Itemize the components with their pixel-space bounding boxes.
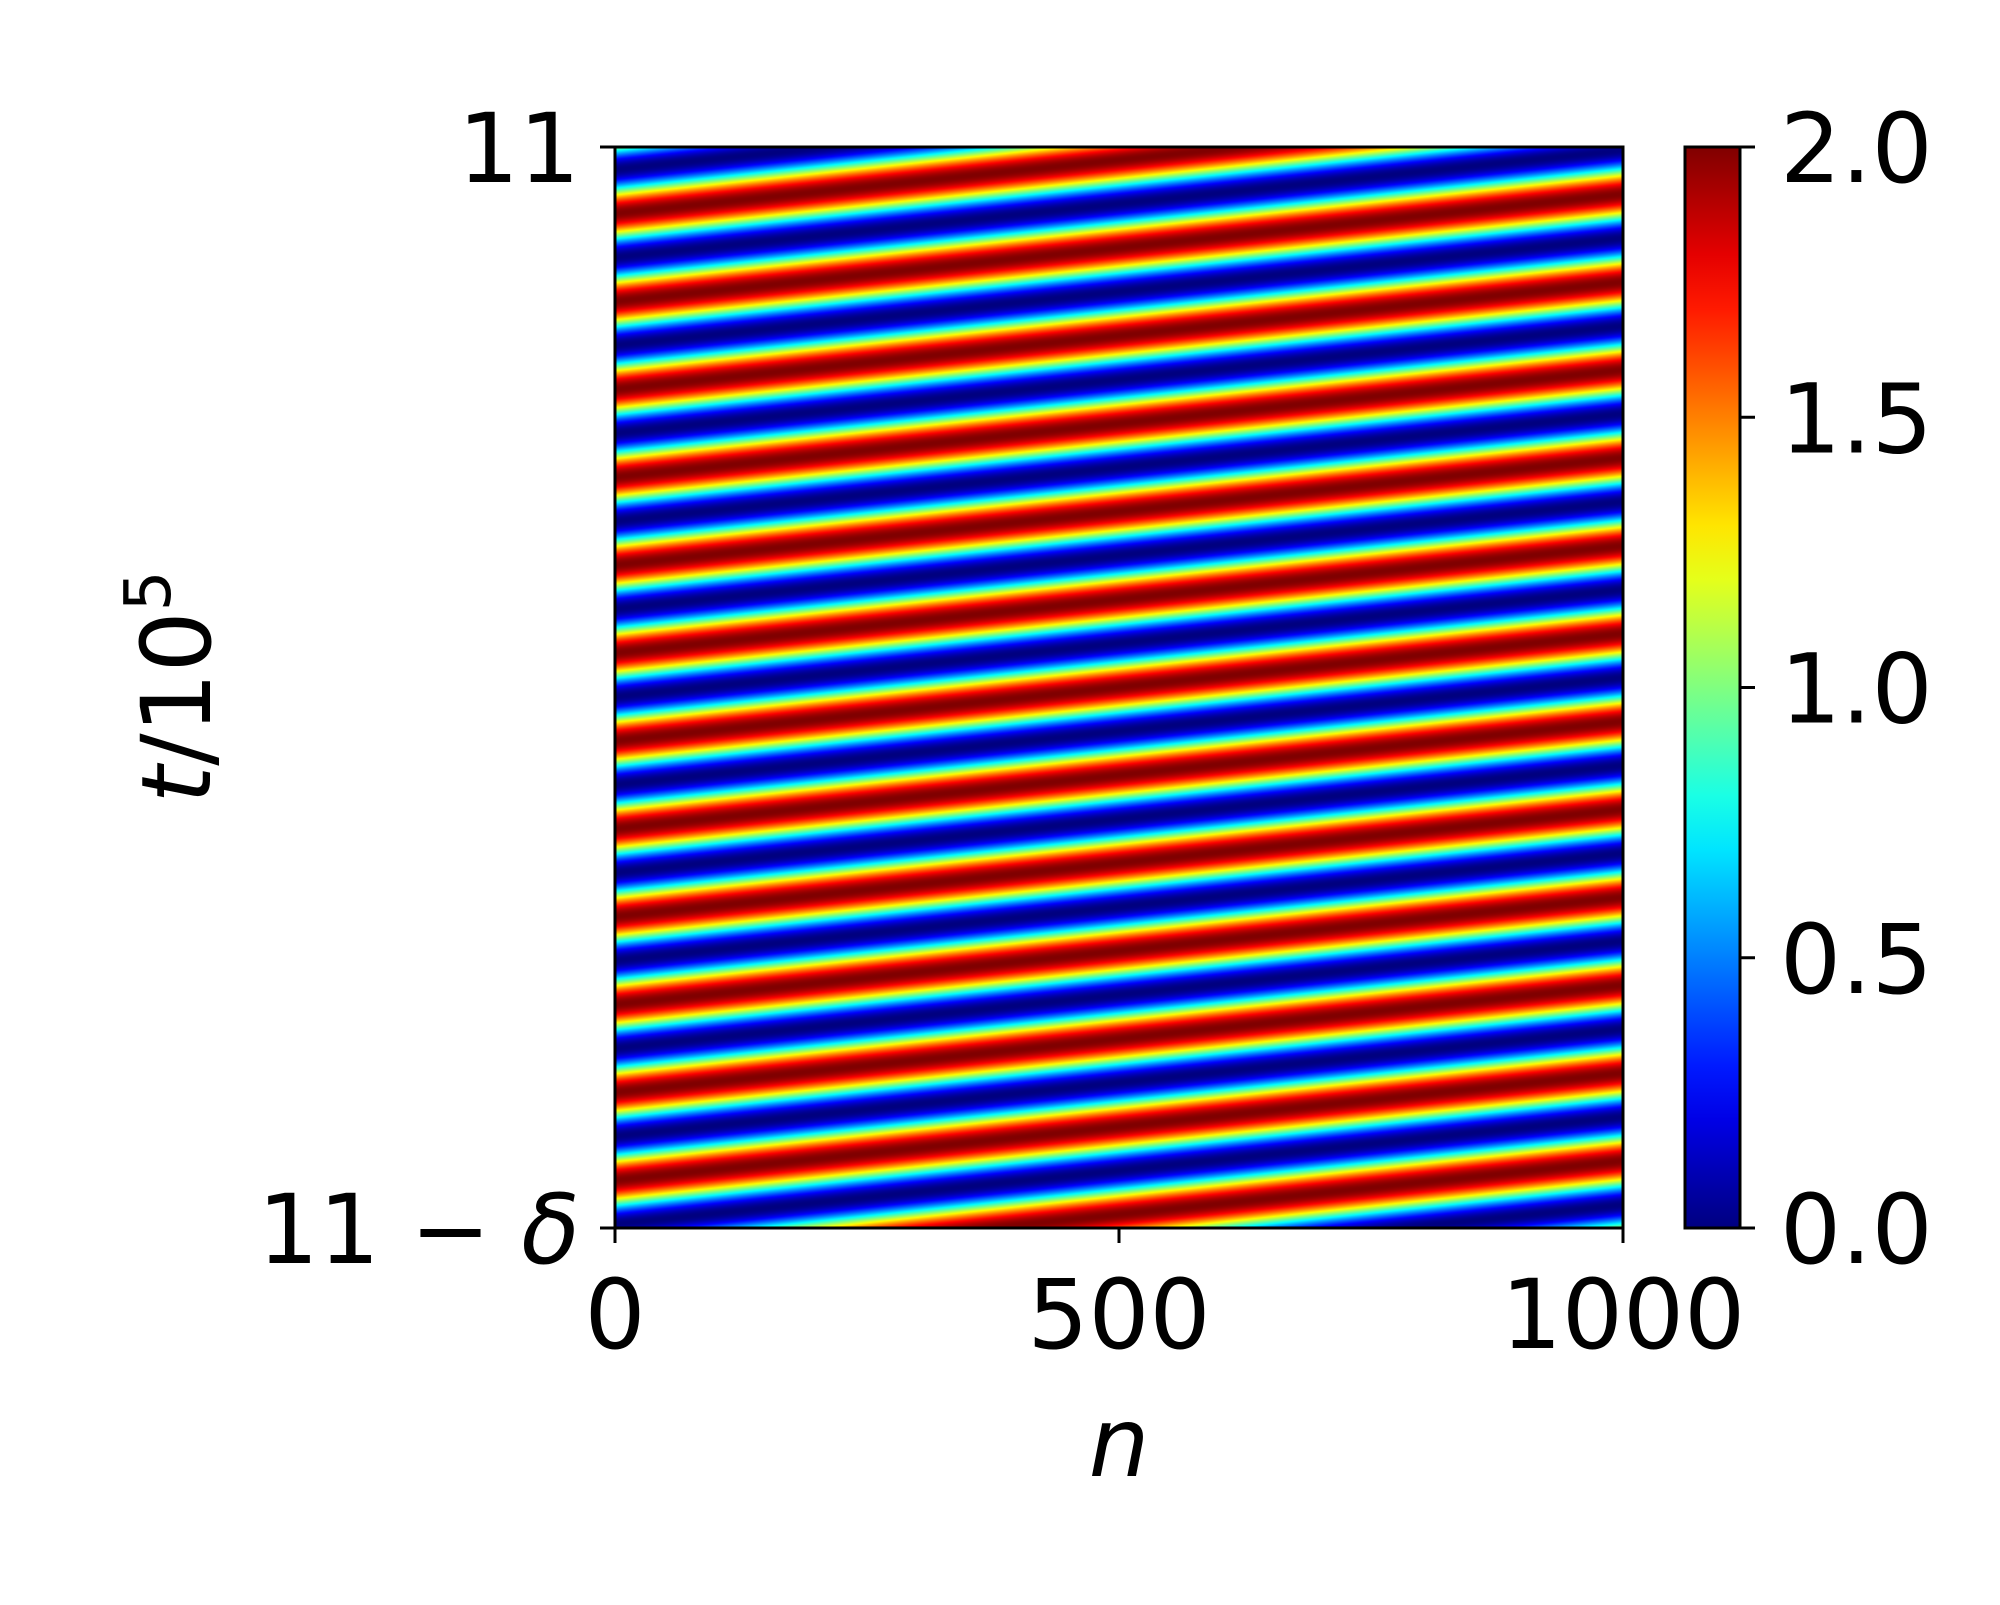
colorbar-tick-label-2: 1.0 — [1780, 634, 1933, 746]
colorbar-tick-label-0: 0.0 — [1780, 1174, 1933, 1286]
y-axis-label: t/105 — [112, 571, 233, 804]
heatmap-image — [615, 147, 1623, 1228]
colorbar: 0.0 0.5 1.0 1.5 2.0 — [1683, 93, 1933, 1286]
svg-text:t/105: t/105 — [112, 571, 233, 804]
x-tick-label-0: 0 — [584, 1259, 645, 1371]
x-axis: 0 500 1000 — [584, 1228, 1745, 1371]
y-axis-label-den: /10 — [121, 611, 233, 766]
y-tick-label-bottom-symbol: δ — [521, 1174, 580, 1286]
colorbar-ticks: 0.0 0.5 1.0 1.5 2.0 — [1740, 93, 1933, 1286]
x-tick-label-1: 500 — [1027, 1259, 1210, 1371]
y-axis: 11 11 − δ — [258, 93, 615, 1286]
y-tick-label-bottom: 11 − δ — [258, 1174, 580, 1286]
x-axis-label: n — [1089, 1387, 1150, 1499]
y-tick-label-bottom-prefix: 11 − — [258, 1174, 522, 1286]
colorbar-tick-label-4: 2.0 — [1780, 93, 1933, 205]
y-axis-label-exp: 5 — [112, 571, 186, 612]
x-tick-label-2: 1000 — [1501, 1259, 1745, 1371]
colorbar-tick-label-1: 0.5 — [1780, 904, 1933, 1016]
colorbar-tick-label-3: 1.5 — [1780, 363, 1933, 475]
heatmap-image-container — [615, 147, 1623, 1228]
colorbar-gradient — [1683, 145, 1742, 1230]
y-tick-label-top: 11 — [458, 93, 580, 205]
y-axis-label-var: t — [121, 762, 233, 803]
